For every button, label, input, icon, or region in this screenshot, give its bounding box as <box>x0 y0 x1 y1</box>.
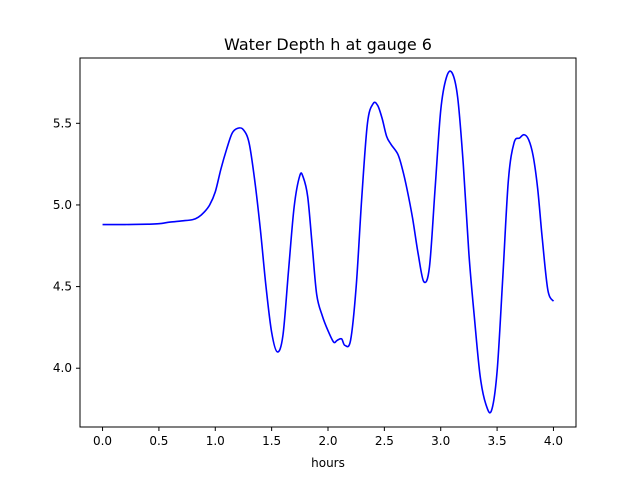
series-layer <box>102 70 555 414</box>
y-axis-ticks: 4.0 4.5 5.0 5.5 <box>53 116 80 375</box>
x-axis-label: hours <box>311 456 345 470</box>
x-tick-label: 2.0 <box>318 434 337 448</box>
x-tick-label: 3.0 <box>431 434 450 448</box>
x-tick-label: 0.5 <box>149 434 168 448</box>
chart-title: Water Depth h at gauge 6 <box>224 35 432 54</box>
x-tick-label: 4.0 <box>544 434 563 448</box>
x-tick-label: 2.5 <box>375 434 394 448</box>
x-tick-label: 0.0 <box>93 434 112 448</box>
plot-frame <box>79 57 577 428</box>
x-tick-label: 1.0 <box>206 434 225 448</box>
x-axis-ticks: 0.0 0.5 1.0 1.5 2.0 2.5 3.0 3.5 4.0 <box>93 427 563 448</box>
plot-area <box>80 58 576 427</box>
y-tick-label: 4.5 <box>53 280 72 294</box>
x-tick-label: 1.5 <box>262 434 281 448</box>
x-tick-label: 3.5 <box>488 434 507 448</box>
series-line-0 <box>102 70 555 414</box>
y-tick-label: 5.5 <box>53 116 72 130</box>
y-tick-label: 4.0 <box>53 361 72 375</box>
y-tick-label: 5.0 <box>53 198 72 212</box>
